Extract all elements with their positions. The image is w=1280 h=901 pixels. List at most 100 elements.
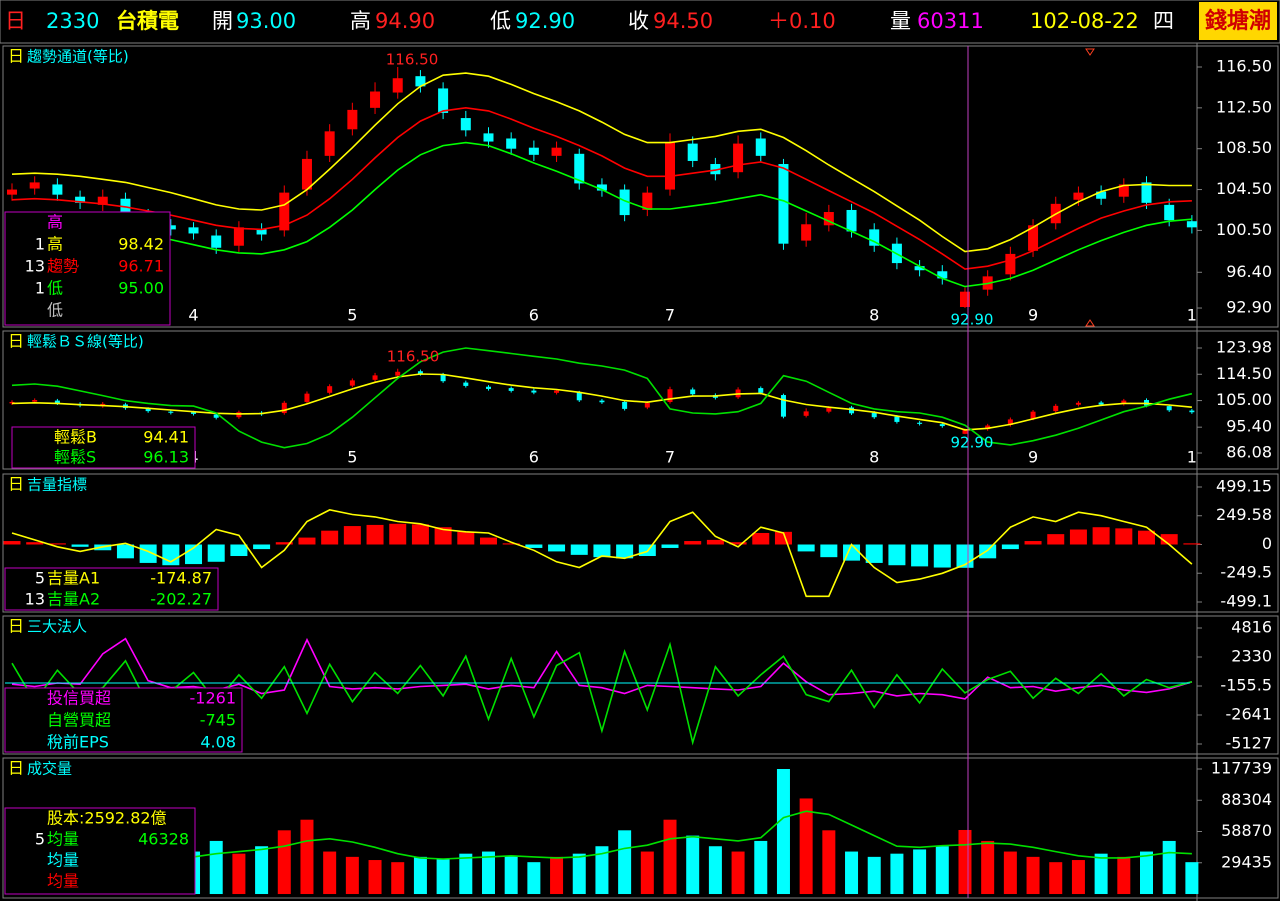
x-tick-label: 8 — [869, 448, 879, 467]
panel-frame — [2, 473, 1279, 613]
x-tick-label: 4 — [188, 306, 198, 325]
bar — [706, 539, 724, 545]
candle-body — [165, 225, 176, 230]
date: 102-08-22 — [1030, 9, 1139, 33]
candle-body — [168, 411, 174, 413]
legend-box — [4, 211, 171, 326]
bar — [754, 840, 768, 895]
brand-box — [1199, 2, 1277, 40]
candle-body — [939, 424, 945, 427]
candle-body — [395, 371, 401, 376]
bar — [548, 544, 566, 552]
y-tick-label: 100.50 — [1216, 220, 1272, 239]
x-tick-label: 5 — [347, 306, 357, 325]
y-tick-label: 108.50 — [1216, 138, 1272, 157]
candle-body — [869, 229, 880, 246]
low-label: 低 — [490, 9, 511, 33]
candle-body — [120, 198, 131, 213]
series-line — [11, 141, 1192, 288]
candle-body — [32, 400, 38, 402]
candle-body — [256, 229, 267, 235]
panel-title: 三大法人 — [27, 618, 87, 636]
x-tick-label: 5 — [347, 448, 357, 467]
legend-value: 96.71 — [118, 257, 164, 276]
y-tick-label: -155.5 — [1220, 675, 1272, 694]
candle-body — [554, 390, 560, 393]
candle-body — [551, 147, 562, 156]
bar — [979, 544, 997, 559]
bar — [708, 846, 722, 895]
candle-body — [574, 153, 585, 184]
candle-body — [191, 412, 197, 414]
candle-body — [233, 227, 244, 246]
candle-body — [780, 395, 786, 417]
candle-body — [97, 196, 108, 205]
bar — [277, 830, 291, 895]
bar — [684, 541, 702, 545]
bar — [323, 851, 337, 895]
bar — [1115, 528, 1133, 545]
x-tick-label: 7 — [665, 448, 675, 467]
bar — [232, 853, 246, 895]
bar — [275, 542, 293, 545]
legend-value: -174.87 — [150, 569, 212, 588]
candle-body — [75, 196, 86, 203]
close-label: 收 — [628, 9, 649, 33]
y-tick-label: -2641 — [1226, 704, 1273, 723]
x-tick-label: 1 — [1187, 306, 1197, 325]
bar — [618, 830, 632, 895]
candle-body — [52, 184, 63, 195]
panel-frame — [2, 615, 1279, 755]
candle-body — [985, 425, 991, 430]
bar — [981, 840, 995, 895]
bar — [366, 524, 384, 545]
y-tick-label: 96.40 — [1226, 262, 1272, 281]
candle-body — [596, 184, 607, 191]
weekday: 四 — [1153, 9, 1174, 33]
x-tick-label: 7 — [665, 306, 675, 325]
legend-name: 輕鬆B — [54, 428, 97, 447]
bar — [459, 853, 473, 895]
bar — [525, 544, 543, 548]
bar — [820, 544, 838, 558]
annotation: 116.50 — [386, 51, 439, 69]
bar — [436, 858, 450, 895]
candle-body — [1075, 402, 1081, 405]
legend-value: -1261 — [190, 689, 237, 708]
candle-body — [1098, 402, 1104, 405]
legend-period: 5 — [35, 569, 45, 588]
candle-body — [417, 371, 423, 374]
bar — [913, 849, 927, 895]
bar — [663, 819, 677, 895]
legend-name: 高 — [47, 235, 63, 254]
panel-frame — [2, 757, 1279, 899]
bar — [1071, 860, 1085, 895]
bar — [457, 531, 475, 545]
volume-value: 60311 — [917, 9, 984, 33]
panel-period: 日 — [8, 332, 24, 351]
bar — [776, 769, 790, 895]
bar — [799, 798, 813, 895]
candle-body — [279, 192, 290, 231]
candle-body — [1121, 400, 1127, 404]
candle-body — [372, 375, 378, 380]
candle-body — [7, 189, 17, 195]
candle-body — [733, 143, 744, 173]
y-tick-label: 104.50 — [1216, 179, 1272, 198]
bar — [1094, 853, 1108, 895]
candle-body — [710, 164, 721, 175]
candle-body — [392, 78, 403, 93]
candle-body — [599, 400, 605, 403]
bar — [230, 544, 248, 557]
panel-period: 日 — [8, 759, 24, 778]
y-tick-label: 95.40 — [1226, 417, 1272, 436]
legend-name: 吉量A1 — [47, 569, 100, 588]
legend-name: 均量 — [47, 830, 79, 849]
candle-body — [914, 266, 925, 271]
candle-body — [687, 143, 698, 161]
candle-body — [508, 388, 514, 391]
open-label: 開 — [212, 9, 233, 33]
candle-body — [483, 133, 494, 142]
bar — [1003, 851, 1017, 895]
